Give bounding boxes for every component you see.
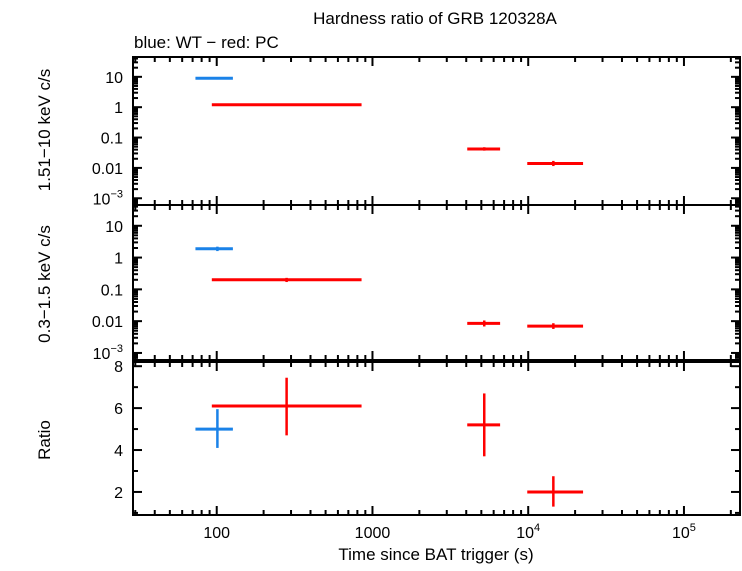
- panel-frame: [132, 204, 741, 361]
- y-tick-label: 10−3: [93, 188, 123, 208]
- y-tick-label: 10: [105, 219, 123, 236]
- y-axis-label-hard: 1.51−10 keV c/s: [35, 69, 54, 191]
- x-tick-label: 1000: [355, 525, 391, 542]
- y-tick-label: 6: [114, 401, 123, 418]
- y-tick-label: 0.1: [101, 131, 123, 148]
- y-tick-label: 0.01: [92, 161, 123, 178]
- y-tick-label: 1: [114, 100, 123, 117]
- x-tick-label: 100: [203, 525, 230, 542]
- y-tick-label: 0.1: [101, 282, 123, 299]
- y-axis-label-soft: 0.3−1.5 keV c/s: [35, 225, 54, 343]
- y-tick-label: 10: [105, 70, 123, 87]
- y-tick-label: 8: [114, 359, 123, 376]
- x-tick-label: 104: [516, 522, 540, 542]
- y-tick-label: 4: [114, 443, 123, 460]
- panel-frame: [132, 361, 741, 516]
- chart-subtitle: blue: WT − red: PC: [134, 33, 279, 52]
- y-axis-label-ratio: Ratio: [35, 420, 54, 460]
- y-tick-label: 1: [114, 251, 123, 268]
- y-tick-label: 2: [114, 485, 123, 502]
- y-tick-label: 0.01: [92, 314, 123, 331]
- chart-title: Hardness ratio of GRB 120328A: [313, 9, 557, 28]
- x-tick-label: 105: [672, 522, 696, 542]
- x-axis-label: Time since BAT trigger (s): [338, 545, 533, 564]
